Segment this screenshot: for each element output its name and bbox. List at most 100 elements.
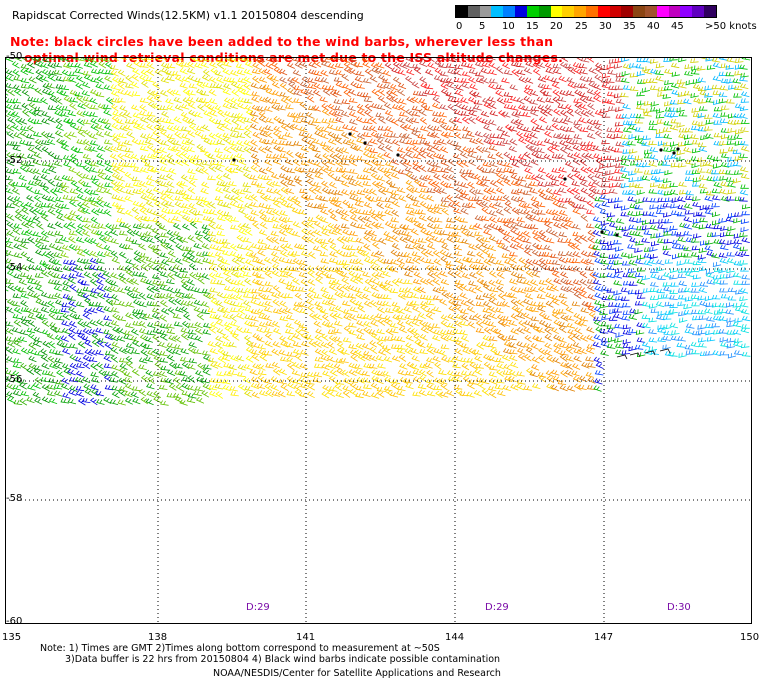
- map-frame: [5, 57, 752, 624]
- wind-barb: [47, 202, 56, 210]
- wind-barb: [138, 271, 148, 278]
- wind-barb: [405, 383, 414, 390]
- wind-barb: [146, 133, 156, 140]
- lat-lon-grid: [5, 57, 752, 624]
- wind-barb: [103, 306, 112, 313]
- wind-barb: [363, 243, 371, 251]
- wind-barb: [207, 216, 216, 224]
- contamination-circle: [563, 177, 567, 181]
- wind-barb: [594, 74, 603, 82]
- wind-barb: [347, 105, 356, 112]
- wind-barb: [725, 302, 735, 308]
- wind-barb: [125, 312, 134, 320]
- wind-barb: [116, 118, 125, 125]
- wind-barb: [270, 251, 280, 258]
- wind-barb: [348, 138, 357, 145]
- wind-barb: [342, 377, 352, 385]
- wind-barb: [60, 307, 70, 313]
- wind-barb: [272, 158, 282, 165]
- wind-barb: [300, 117, 309, 124]
- wind-barb: [383, 336, 393, 341]
- wind-barb: [733, 113, 742, 119]
- wind-barb: [327, 237, 336, 245]
- wind-barb: [321, 187, 330, 195]
- wind-barb: [558, 166, 567, 173]
- wind-barb: [96, 160, 105, 167]
- wind-barb: [378, 116, 386, 124]
- wind-barb: [54, 350, 64, 356]
- wind-barb: [13, 273, 23, 280]
- wind-barb: [76, 171, 84, 179]
- wind-barb: [390, 217, 399, 223]
- wind-barb: [510, 173, 519, 181]
- wind-barb: [26, 396, 35, 404]
- wind-barb: [90, 223, 100, 229]
- wind-barb: [298, 323, 307, 329]
- wind-barb: [613, 280, 622, 286]
- wind-barb: [460, 110, 470, 117]
- wind-barb: [266, 180, 275, 188]
- wind-barb: [663, 212, 672, 218]
- wind-barb: [550, 77, 560, 84]
- wind-barb: [515, 383, 525, 391]
- wind-barb: [426, 370, 434, 378]
- wind-barb: [69, 122, 78, 130]
- wind-barb: [174, 288, 184, 294]
- wind-barb: [552, 89, 561, 97]
- wind-barb: [671, 89, 680, 96]
- wind-barb: [292, 158, 301, 167]
- wind-barb: [475, 77, 485, 84]
- wind-barb: [62, 285, 71, 292]
- wind-barb: [166, 354, 175, 362]
- wind-barb: [342, 124, 351, 131]
- wind-barb: [124, 90, 133, 97]
- wind-barb: [180, 111, 189, 119]
- wind-barb: [193, 154, 202, 161]
- wind-barb: [501, 300, 510, 308]
- contaminated-barb: [659, 348, 671, 354]
- wind-barb: [137, 123, 146, 130]
- wind-barb: [649, 287, 659, 293]
- wind-barb: [237, 102, 246, 110]
- wind-barb: [97, 172, 106, 180]
- wind-barb: [312, 181, 322, 188]
- wind-barb: [313, 82, 322, 90]
- wind-barb: [19, 398, 28, 406]
- wind-barb: [180, 61, 190, 68]
- wind-barb: [348, 118, 358, 125]
- wind-barb: [426, 124, 435, 132]
- wind-barb: [214, 314, 223, 321]
- wind-barb: [6, 159, 15, 167]
- wind-barb: [333, 328, 342, 334]
- wind-barb: [91, 388, 99, 397]
- wind-barb: [26, 274, 35, 280]
- wind-barb: [726, 343, 735, 349]
- wind-barb: [663, 155, 673, 160]
- wind-barb: [138, 388, 147, 397]
- wind-barb: [684, 259, 693, 264]
- wind-barb: [11, 187, 20, 195]
- wind-barb: [13, 399, 23, 405]
- wind-barb: [404, 378, 413, 384]
- wind-barb: [236, 116, 245, 124]
- wind-barb: [601, 73, 610, 79]
- wind-barb: [95, 242, 104, 250]
- wind-barb: [158, 224, 168, 231]
- wind-barb: [203, 110, 212, 118]
- wind-barb: [77, 179, 86, 187]
- wind-barb: [718, 239, 728, 245]
- wind-barb: [385, 161, 394, 168]
- wind-barb: [412, 153, 422, 160]
- wind-barb: [375, 250, 385, 257]
- wind-barb: [557, 153, 566, 160]
- wind-barb: [384, 376, 393, 384]
- wind-barb: [593, 89, 602, 98]
- wind-barb: [538, 229, 547, 238]
- wind-barb: [692, 260, 702, 266]
- wind-barb: [488, 279, 497, 287]
- wind-barb: [35, 74, 44, 83]
- wind-barb: [284, 307, 293, 314]
- wind-barb: [740, 226, 749, 233]
- wind-barb: [363, 320, 372, 328]
- wind-barb: [217, 200, 226, 208]
